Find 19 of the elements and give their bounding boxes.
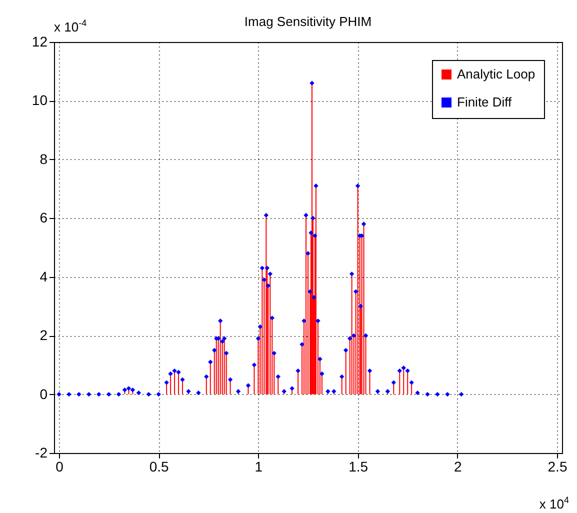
x-tick-label: 0 [56, 458, 64, 474]
x-tick-label: 0.5 [149, 458, 170, 474]
legend-label: Finite Diff [457, 94, 512, 110]
x-tick-label: 2 [454, 458, 462, 474]
y-tick-label: -2 [35, 444, 48, 460]
y-tick-label: 4 [40, 268, 48, 284]
y-tick-label: 0 [40, 386, 48, 402]
legend-label: Analytic Loop [457, 66, 536, 82]
x-tick-label: 2.5 [548, 458, 568, 474]
y-tick-label: 12 [32, 34, 48, 50]
y-tick-label: 2 [40, 327, 48, 344]
chart-title: Imag Sensitivity PHIM [244, 14, 372, 29]
text: x 10$^{4}$ [539, 494, 569, 511]
text: x 10$^{-4}$ [54, 18, 87, 34]
y-tick-label: 10 [32, 92, 48, 108]
x-tick-label: 1.5 [348, 458, 368, 474]
y-tick-label: 8 [40, 150, 48, 167]
y-tick-label: 6 [40, 210, 48, 226]
x-tick-label: 1 [254, 458, 263, 474]
